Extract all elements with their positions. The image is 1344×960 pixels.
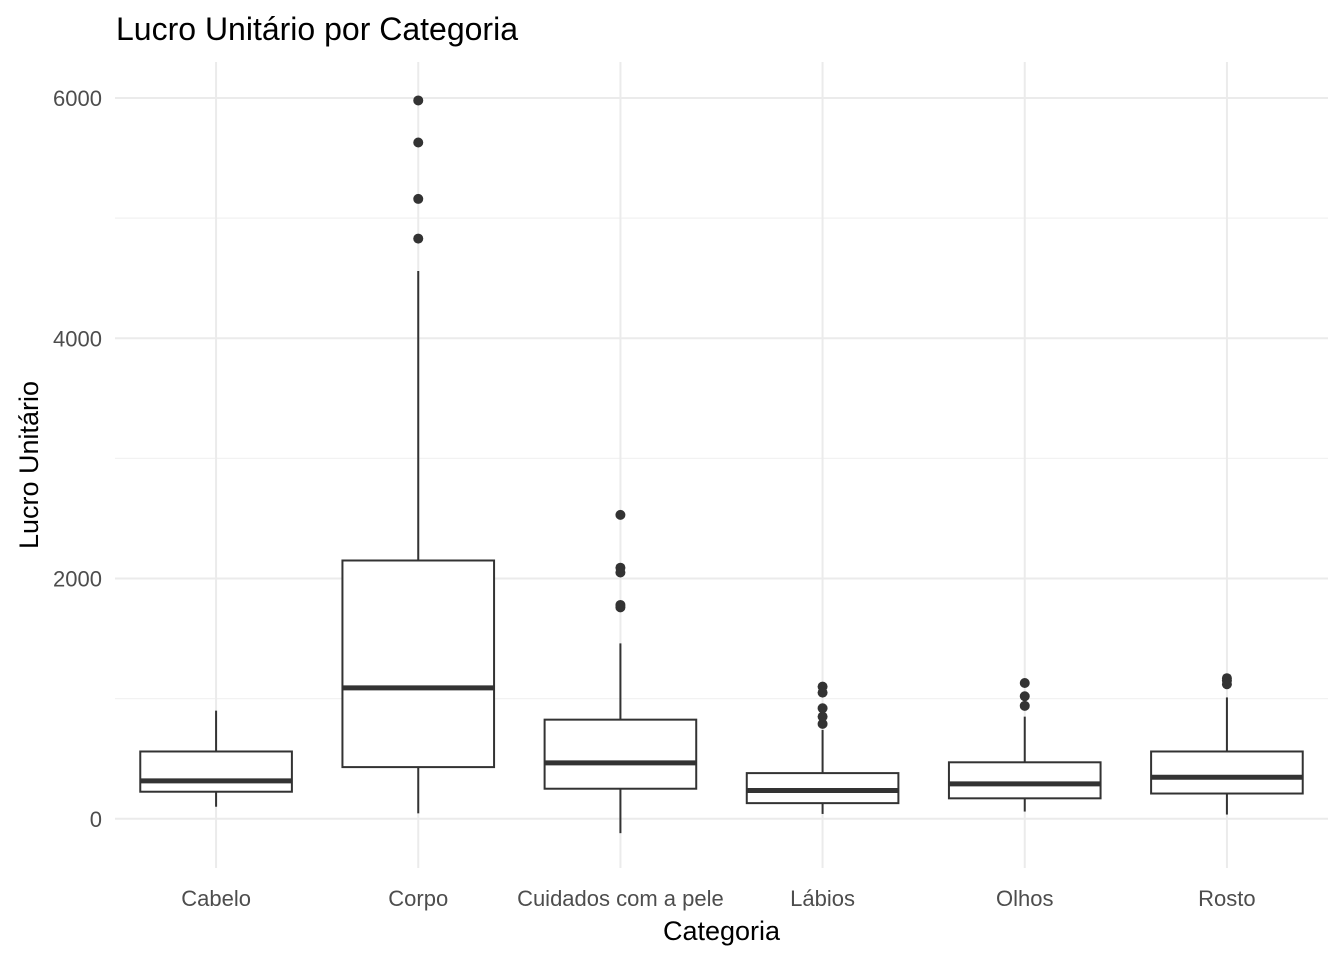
- outlier-point: [817, 703, 828, 714]
- box-iqr: [543, 718, 698, 790]
- outlier-point: [817, 681, 828, 692]
- box-group: [139, 710, 293, 807]
- outlier-point: [615, 599, 626, 610]
- outlier-point: [413, 233, 424, 244]
- x-tick-label: Rosto: [1198, 886, 1255, 911]
- outlier-point: [1221, 673, 1232, 684]
- y-tick-label: 6000: [53, 86, 102, 111]
- outlier-point: [413, 193, 424, 204]
- outlier-point: [1019, 691, 1030, 702]
- box-iqr: [947, 761, 1102, 800]
- box-group: [1150, 673, 1304, 815]
- y-axis-title: Lucro Unitário: [14, 381, 44, 549]
- box-iqr: [1150, 750, 1304, 795]
- x-tick-label: Lábios: [790, 886, 855, 911]
- outlier-point: [817, 718, 828, 729]
- outlier-point: [817, 711, 828, 722]
- x-tick-label: Cuidados com a pele: [517, 886, 724, 911]
- y-tick-labels: 0 2000 4000 6000: [53, 86, 102, 832]
- outlier-point: [615, 562, 626, 573]
- box-group: [543, 509, 698, 834]
- chart-title: Lucro Unitário por Categoria: [116, 11, 518, 47]
- box-group: [947, 678, 1102, 812]
- box-iqr: [139, 750, 293, 793]
- outlier-point: [615, 509, 626, 520]
- outlier-point: [413, 95, 424, 106]
- x-tick-label: Olhos: [996, 886, 1053, 911]
- x-axis-title: Categoria: [663, 916, 781, 946]
- y-tick-label: 0: [90, 807, 102, 832]
- x-tick-labels: Cabelo Corpo Cuidados com a pele Lábios Olho…: [181, 886, 1255, 911]
- x-tick-label: Cabelo: [181, 886, 251, 911]
- box-iqr: [341, 559, 496, 769]
- y-tick-label: 4000: [53, 326, 102, 351]
- outlier-point: [1019, 678, 1030, 689]
- box-group: [745, 681, 900, 814]
- outlier-point: [1019, 700, 1030, 711]
- box-group: [341, 95, 496, 814]
- outlier-point: [413, 137, 424, 148]
- grid: [115, 62, 1328, 868]
- x-tick-label: Corpo: [388, 886, 448, 911]
- box-layer: [139, 95, 1304, 834]
- y-tick-label: 2000: [53, 567, 102, 592]
